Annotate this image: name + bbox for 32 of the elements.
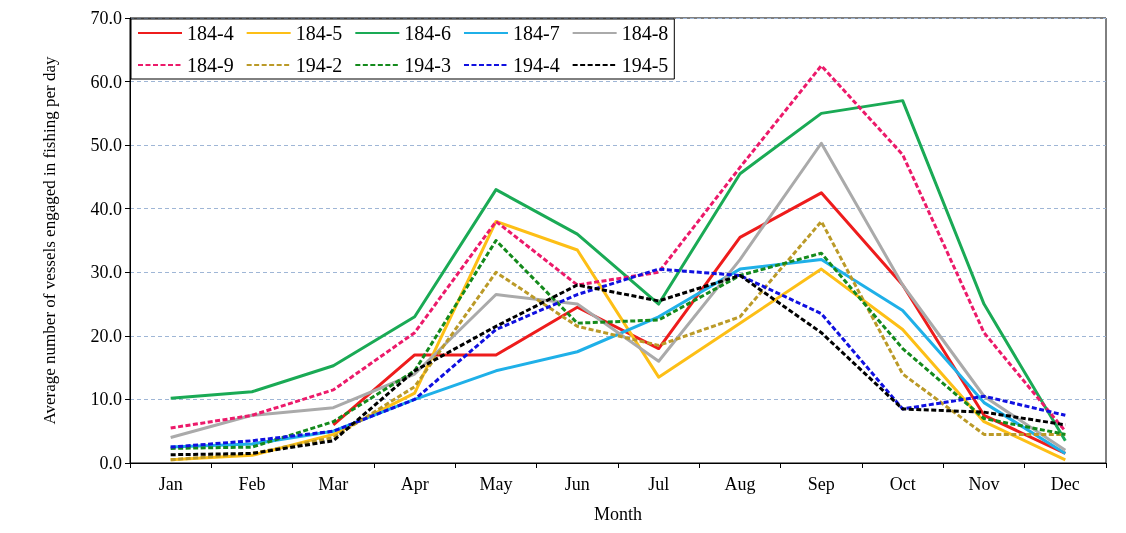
x-axis-title: Month bbox=[593, 504, 643, 524]
y-tick-label: 20.0 bbox=[90, 325, 122, 346]
x-tick-label: Mar bbox=[318, 474, 349, 494]
y-tick-label: 50.0 bbox=[90, 135, 122, 156]
legend-label: 194-2 bbox=[295, 54, 343, 76]
legend-label: 184-9 bbox=[187, 54, 234, 76]
y-tick-label: 30.0 bbox=[90, 262, 122, 283]
y-tick-label: 40.0 bbox=[90, 198, 122, 219]
legend-label: 194-4 bbox=[512, 54, 560, 76]
y-tick-label: 10.0 bbox=[90, 389, 122, 410]
legend-label: 184-6 bbox=[404, 22, 451, 44]
x-tick-label: Nov bbox=[968, 474, 1000, 494]
legend-label: 184-7 bbox=[512, 22, 560, 44]
x-tick-label: Dec bbox=[1050, 474, 1080, 494]
y-axis-title: Average number of vessels engaged in fishing per day bbox=[39, 56, 59, 425]
x-tick-label: Jul bbox=[648, 474, 670, 494]
x-tick-label: Sep bbox=[807, 474, 835, 494]
x-tick-label: Apr bbox=[400, 474, 429, 494]
x-tick-label: Jan bbox=[158, 474, 183, 494]
legend-label: 184-4 bbox=[187, 22, 234, 44]
y-tick-label: 0.0 bbox=[99, 453, 122, 473]
x-tick-label: Oct bbox=[889, 474, 916, 494]
x-tick-label: May bbox=[479, 474, 513, 494]
y-tick-label: 70.0 bbox=[90, 8, 122, 28]
x-tick-label: Feb bbox=[238, 474, 266, 494]
y-tick-label: 60.0 bbox=[90, 71, 122, 92]
legend-label: 194-5 bbox=[621, 54, 669, 76]
legend-label: 184-8 bbox=[621, 22, 669, 44]
x-tick-label: Aug bbox=[724, 474, 756, 494]
x-tick-label: Jun bbox=[564, 474, 590, 494]
legend-label: 194-3 bbox=[404, 54, 451, 76]
legend-label: 184-5 bbox=[295, 22, 343, 44]
